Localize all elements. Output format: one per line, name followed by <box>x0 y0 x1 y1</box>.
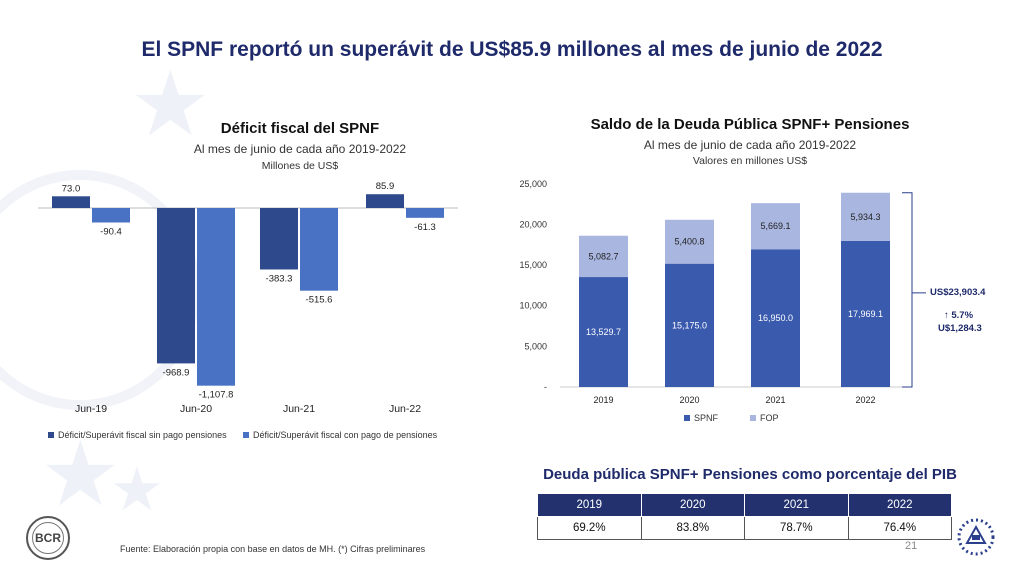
data-label: -515.6 <box>306 295 333 306</box>
data-label: 5,082.7 <box>588 251 618 261</box>
x-axis-label: Jun-19 <box>75 403 107 415</box>
legend-label: FOP <box>760 413 779 423</box>
total-bracket <box>902 192 926 388</box>
x-axis-label: 2019 <box>593 395 613 405</box>
x-axis-label: Jun-20 <box>180 403 212 415</box>
stacked-bar-segment <box>665 263 714 387</box>
pib-table-header: 2021 <box>744 493 849 517</box>
bar <box>260 208 298 270</box>
stacked-bar-segment <box>579 277 628 387</box>
pib-table-cell: 69.2% <box>537 516 642 540</box>
left-chart-unit: Millones de US$ <box>261 160 339 172</box>
data-label: 73.0 <box>62 183 81 194</box>
data-label: 15,175.0 <box>672 320 707 330</box>
y-tick-label: - <box>544 382 547 392</box>
pib-table-header: 2022 <box>847 493 952 517</box>
right-chart-unit: Valores en millones US$ <box>692 155 808 167</box>
stacked-bar-segment <box>751 203 800 250</box>
data-label: -1,107.8 <box>199 390 234 401</box>
data-label: 16,950.0 <box>758 313 793 323</box>
data-label: -90.4 <box>100 227 122 238</box>
x-axis-label: 2022 <box>855 395 875 405</box>
y-tick-label: 20,000 <box>519 219 547 229</box>
pib-table-cell: 78.7% <box>744 516 849 540</box>
national-emblem-icon <box>957 518 995 556</box>
data-label: 17,969.1 <box>848 309 883 319</box>
x-axis-label: Jun-22 <box>389 403 421 415</box>
data-label: 5,400.8 <box>674 237 704 247</box>
pib-table-cell: 83.8% <box>640 516 745 540</box>
y-tick-label: 25,000 <box>519 179 547 189</box>
change-pct-callout: ↑ 5.7% <box>944 310 974 321</box>
left-bar-chart: Jun-19 73.0 -90.4 Jun-20 -968.9 -1,107.8 Jun-2… <box>38 181 458 415</box>
pib-table-header: 2019 <box>537 493 642 517</box>
background-star-icon: ★ <box>130 55 211 155</box>
legend-swatch <box>243 432 249 438</box>
y-tick-label: 5,000 <box>524 341 547 351</box>
y-tick-label: 15,000 <box>519 260 547 270</box>
right-stacked-bar-chart: - 5,000 10,000 15,000 20,000 25,000 13,529.7 5,… <box>519 179 926 405</box>
right-chart-title: Saldo de la Deuda Pública SPNF+ Pensione… <box>590 116 910 133</box>
stacked-bar-segment <box>841 240 890 387</box>
source-footnote: Fuente: Elaboración propia con base en d… <box>120 544 426 554</box>
pib-table-header: 2020 <box>640 493 745 517</box>
data-label: 5,669.1 <box>760 221 790 231</box>
background-star-icon: ★ <box>40 425 121 525</box>
bar <box>52 196 90 208</box>
data-label: -968.9 <box>163 367 190 378</box>
data-label: 13,529.7 <box>586 327 621 337</box>
data-label: 85.9 <box>376 181 395 192</box>
pib-table-title: Deuda pública SPNF+ Pensiones como porce… <box>543 466 957 483</box>
slide-title: El SPNF reportó un superávit de US$85.9 … <box>141 38 883 61</box>
data-label: 5,934.3 <box>850 212 880 222</box>
stacked-bar-segment <box>751 249 800 387</box>
pib-table: 2019 2020 2021 2022 69.2% 83.8% 78.7% 76… <box>537 493 952 540</box>
legend-label: Déficit/Superávit fiscal sin pago pensio… <box>58 430 227 440</box>
stacked-bar-segment <box>665 219 714 264</box>
bar <box>366 194 404 208</box>
data-label: -61.3 <box>414 222 436 233</box>
legend-label: SPNF <box>694 413 719 423</box>
left-chart-subtitle: Al mes de junio de cada año 2019-2022 <box>193 142 407 156</box>
page-number: 21 <box>905 540 918 552</box>
pib-table-cell: 76.4% <box>847 516 952 540</box>
legend-label: Déficit/Superávit fiscal con pago de pen… <box>253 430 438 440</box>
right-chart-subtitle: Al mes de junio de cada año 2019-2022 <box>643 138 857 152</box>
pib-table-header-row: 2019 2020 2021 2022 <box>537 493 952 517</box>
legend-swatch <box>684 415 690 421</box>
right-legend-item-0: SPNF <box>684 413 718 423</box>
right-legend-item-1: FOP <box>750 413 779 423</box>
legend-swatch <box>750 415 756 421</box>
bar <box>406 208 444 218</box>
left-legend-item-0: Déficit/Superávit fiscal sin pago pensio… <box>48 430 227 440</box>
legend-swatch <box>48 432 54 438</box>
total-debt-callout: US$23,903.4 <box>930 287 986 298</box>
x-axis-label: Jun-21 <box>283 403 315 415</box>
data-label: -383.3 <box>266 273 293 284</box>
bar <box>157 208 195 364</box>
bcr-seal-logo: BCR <box>26 516 70 560</box>
x-axis-label: 2021 <box>765 395 785 405</box>
bar <box>300 208 338 291</box>
bar <box>197 208 235 386</box>
left-legend-item-1: Déficit/Superávit fiscal con pago de pen… <box>243 430 437 440</box>
x-axis-label: 2020 <box>679 395 699 405</box>
stacked-bar-segment <box>579 235 628 278</box>
bar <box>92 208 130 223</box>
background-star-icon: ★ <box>110 456 164 523</box>
y-tick-label: 10,000 <box>519 301 547 311</box>
change-abs-callout: U$1,284.3 <box>938 323 982 334</box>
stacked-bar-segment <box>841 192 890 241</box>
pib-table-row: 69.2% 83.8% 78.7% 76.4% <box>537 516 952 540</box>
left-chart-title: Déficit fiscal del SPNF <box>220 120 380 137</box>
